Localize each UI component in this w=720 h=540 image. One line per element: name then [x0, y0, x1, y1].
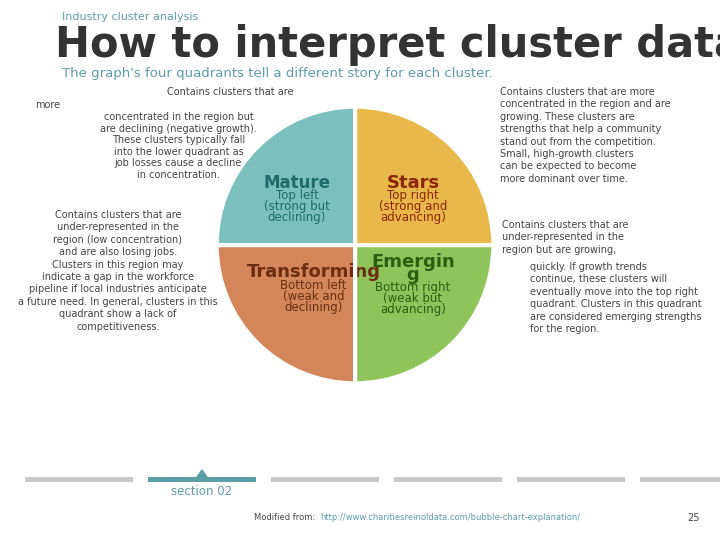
Text: Mature: Mature [264, 174, 330, 192]
Text: (strong but: (strong but [264, 200, 330, 213]
Text: Contains clusters that are: Contains clusters that are [167, 87, 293, 97]
Text: Top left: Top left [276, 189, 318, 202]
Bar [271, 477, 379, 482]
Bar [148, 477, 256, 482]
Text: Stars: Stars [387, 174, 439, 192]
Text: 25: 25 [688, 513, 701, 523]
Text: http://www.charitiesreinoldata.com/bubble-chart-explanation/: http://www.charitiesreinoldata.com/bubbl… [320, 514, 580, 523]
Text: Transforming: Transforming [246, 264, 381, 281]
Wedge shape [355, 245, 493, 383]
Text: (weak and: (weak and [283, 290, 344, 303]
Text: quickly. If growth trends
continue, these clusters will
eventually move into the: quickly. If growth trends continue, thes… [530, 262, 701, 334]
Text: Bottom right: Bottom right [375, 281, 451, 294]
Bar [25, 477, 133, 482]
Text: Top right: Top right [387, 189, 438, 202]
Text: declining): declining) [268, 211, 326, 224]
Text: Modified from:: Modified from: [254, 514, 318, 523]
Wedge shape [355, 107, 493, 245]
Text: Emergin: Emergin [371, 253, 455, 271]
Text: declining): declining) [284, 301, 343, 314]
Text: section 02: section 02 [171, 485, 233, 498]
Text: g: g [407, 266, 419, 284]
Wedge shape [217, 245, 355, 383]
Text: Contains clusters that are
under-represented in the
region (low concentration)
a: Contains clusters that are under-represe… [18, 210, 217, 332]
Text: How to interpret cluster data results: How to interpret cluster data results [55, 24, 720, 66]
Text: Bottom left: Bottom left [280, 279, 347, 292]
Text: Contains clusters that are more
concentrated in the region and are
growing. Thes: Contains clusters that are more concentr… [500, 87, 670, 184]
Wedge shape [217, 107, 355, 245]
Bar [640, 477, 720, 482]
Text: concentrated in the region but
are declining (negative growth).
These clusters t: concentrated in the region but are decli… [100, 112, 257, 180]
Polygon shape [197, 470, 207, 477]
Bar [394, 477, 502, 482]
Text: Contains clusters that are
under-represented in the
region but are growing,: Contains clusters that are under-represe… [502, 220, 629, 255]
Text: more: more [35, 100, 60, 110]
Text: The graph's four quadrants tell a different story for each cluster.: The graph's four quadrants tell a differ… [62, 67, 492, 80]
Bar [517, 477, 625, 482]
Text: Industry cluster analysis: Industry cluster analysis [62, 12, 198, 22]
Text: (strong and: (strong and [379, 200, 447, 213]
Text: advancing): advancing) [380, 303, 446, 316]
Text: advancing): advancing) [380, 211, 446, 224]
Text: (weak but: (weak but [383, 292, 443, 305]
